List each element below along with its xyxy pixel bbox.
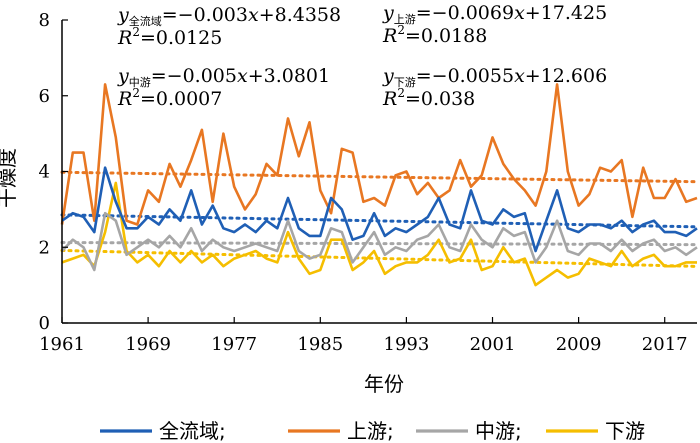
trend-line [60,170,699,184]
regression-equation: y上游=−0.0069x+17.425 [382,2,607,26]
series-line [61,211,698,272]
legend-item: 中游; [416,419,522,443]
series-line [61,166,698,253]
regression-equation: y下游=−0.0055x+12.606 [382,65,607,89]
series-line [60,83,698,226]
y-tick-label: 4 [39,162,50,183]
x-tick-label: 1977 [211,334,257,355]
r-squared: R2=0.0125 [117,25,222,49]
legend-item: 上游; [288,419,394,443]
legend: 全流域; 上游; 中游; 下游 [100,419,645,443]
y-tick-label: 8 [39,10,50,31]
legend-label: 下游 [605,419,645,443]
x-axis-title: 年份 [364,372,404,396]
x-tick-label: 1993 [384,334,430,355]
series-lines [60,83,698,287]
trend-line [60,213,699,229]
x-tick-label: 2001 [470,334,516,355]
y-axis-title: 干燥度 [0,148,19,208]
y-tick-label: 0 [39,313,50,334]
x-tick-label: 1969 [125,334,171,355]
regression-equation: y中游=−0.005x+3.0801 [117,65,330,89]
r-squared: R2=0.0188 [382,23,487,47]
series-line [61,181,697,287]
regression-equation: y全流域=−0.003x+8.4358 [117,4,341,28]
y-tick-label: 6 [39,86,50,107]
x-tick-label: 2009 [556,334,602,355]
x-tick-label: 1985 [297,334,343,355]
x-tick-label: 1961 [39,334,85,355]
legend-label: 上游; [347,419,394,443]
legend-item: 全流域; [100,419,226,443]
trend-lines [60,170,699,268]
x-tick-label: 2017 [642,334,688,355]
legend-label: 中游; [475,419,522,443]
r-squared: R2=0.0007 [117,86,222,110]
legend-label: 全流域; [159,419,226,443]
axes: 0 2 4 6 8 1961 1969 1977 1985 1993 2001 2009 2017 [39,10,697,355]
r-squared: R2=0.038 [382,86,475,110]
y-tick-label: 2 [39,237,50,258]
legend-item: 下游 [546,419,645,443]
